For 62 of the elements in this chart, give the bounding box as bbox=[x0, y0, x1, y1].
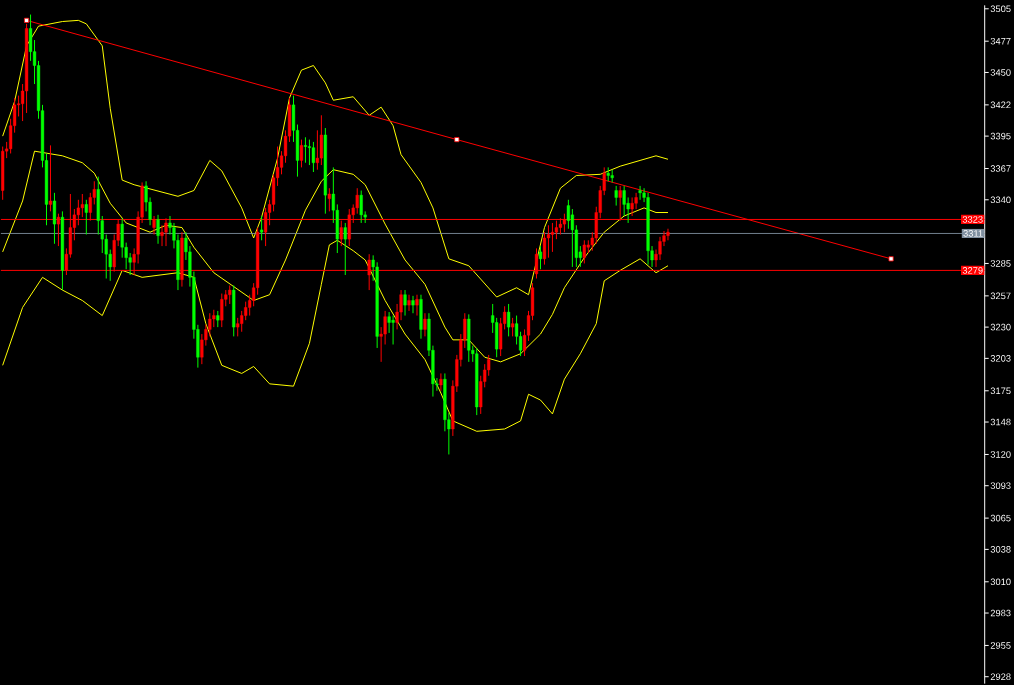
candlestick bbox=[391, 315, 395, 345]
point bbox=[888, 256, 894, 262]
candlestick bbox=[220, 293, 224, 328]
candlestick bbox=[415, 294, 419, 317]
candlestick bbox=[407, 294, 411, 312]
y-tick-label: 3230 bbox=[990, 323, 1011, 331]
y-tick-label: 3065 bbox=[990, 514, 1011, 522]
candlestick bbox=[120, 217, 124, 259]
candlestick bbox=[327, 187, 331, 212]
candlestick bbox=[152, 215, 156, 236]
ref-line-label: 3323 bbox=[962, 216, 983, 223]
point bbox=[24, 17, 30, 23]
y-tick-label: 3038 bbox=[990, 546, 1011, 553]
candlestick bbox=[630, 196, 634, 217]
candlestick bbox=[359, 190, 363, 224]
candlestick bbox=[411, 295, 415, 314]
y-tick-label: 3367 bbox=[990, 165, 1011, 172]
ref-line-label: 3279 bbox=[962, 267, 983, 274]
candlestick bbox=[319, 114, 323, 166]
y-tick-label: 2955 bbox=[990, 642, 1011, 649]
y-tick-label: 3093 bbox=[990, 482, 1011, 489]
candlestick bbox=[208, 312, 212, 337]
y-tick-label: 3450 bbox=[990, 69, 1011, 76]
y-tick-label: 3175 bbox=[990, 387, 1011, 395]
candlestick bbox=[307, 139, 312, 166]
y-tick-label: 3257 bbox=[990, 292, 1011, 300]
y-tick-label: 3477 bbox=[990, 37, 1011, 45]
candlestick bbox=[299, 139, 304, 168]
candlestick bbox=[423, 312, 427, 337]
candlestick bbox=[582, 239, 586, 264]
point bbox=[454, 137, 460, 143]
y-tick-label: 3010 bbox=[990, 578, 1011, 586]
y-tick-label: 2983 bbox=[990, 609, 1011, 617]
y-tick-label: 3148 bbox=[990, 418, 1011, 426]
candlestick bbox=[48, 144, 53, 212]
candlestick bbox=[638, 185, 642, 201]
candlestick bbox=[439, 372, 443, 392]
candlestick bbox=[538, 245, 543, 270]
candlestick bbox=[84, 199, 88, 236]
y-tick-label: 3285 bbox=[990, 260, 1011, 267]
y-tick-label: 3120 bbox=[990, 451, 1011, 458]
candlestick bbox=[311, 141, 315, 173]
line-series bbox=[2, 19, 669, 298]
candlestick bbox=[507, 303, 511, 337]
y-tick-label: 2928 bbox=[990, 673, 1011, 680]
candlestick bbox=[260, 215, 264, 241]
ref-line-label: 3311 bbox=[963, 230, 983, 237]
candlestick bbox=[228, 284, 232, 305]
y-tick-label: 3422 bbox=[990, 101, 1011, 109]
y-tick-label: 3340 bbox=[990, 196, 1011, 204]
candlestick bbox=[156, 214, 160, 245]
candlestick bbox=[566, 199, 570, 230]
candlestick bbox=[315, 129, 319, 171]
y-tick-label: 3203 bbox=[990, 355, 1011, 362]
candlestick bbox=[403, 289, 407, 317]
y-tick-label: 3395 bbox=[990, 132, 1011, 140]
y-tick-label: 3505 bbox=[990, 5, 1011, 13]
candlestick bbox=[303, 136, 308, 164]
candlestick bbox=[614, 185, 618, 207]
candlestick bbox=[56, 213, 61, 247]
candlestick bbox=[511, 317, 515, 337]
candlestick bbox=[343, 222, 347, 276]
